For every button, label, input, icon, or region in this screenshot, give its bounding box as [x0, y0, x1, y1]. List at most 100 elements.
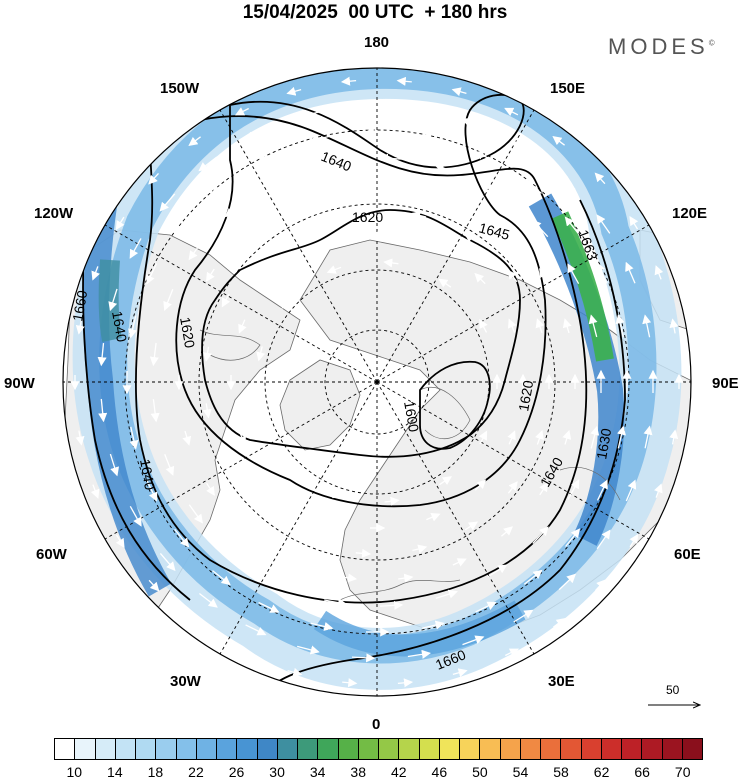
- wind-vector: [91, 266, 100, 281]
- wind-vector: [669, 429, 679, 445]
- wind-vector: [535, 318, 545, 334]
- wind-vector: [452, 668, 468, 678]
- wind-vector: [281, 296, 293, 309]
- lon-label-150e: 150E: [550, 80, 586, 97]
- colorbar-swatch: [642, 739, 663, 759]
- wind-vector: [565, 528, 581, 547]
- graticule: [63, 68, 691, 696]
- lon-label-60e: 60E: [674, 546, 701, 563]
- wind-vector: [225, 547, 244, 563]
- wind-vector: [474, 151, 496, 163]
- wind-vector: [182, 430, 192, 446]
- wind-vector: [596, 214, 611, 234]
- wind-vector: [199, 592, 218, 608]
- wind-vector: [504, 107, 519, 117]
- colorbar-swatch: [338, 739, 359, 759]
- wind-vector: [420, 133, 444, 142]
- colorbar-swatch: [95, 739, 116, 759]
- wind-vector: [629, 533, 639, 548]
- wind-vector: [301, 535, 316, 544]
- wind-vector: [595, 579, 606, 592]
- wind-vector: [258, 601, 280, 613]
- wind-vector: [244, 128, 266, 140]
- wind-vector: [532, 526, 549, 544]
- wind-vector: [205, 268, 215, 282]
- colorbar-swatch: [176, 739, 197, 759]
- greenland: [279, 359, 361, 451]
- wind-vector: [241, 526, 254, 538]
- colorbar-swatch: [136, 739, 157, 759]
- wind-vector: [90, 484, 100, 499]
- wind-vector: [523, 178, 542, 194]
- wind-vector: [588, 314, 598, 338]
- wind-vectors: [70, 76, 684, 688]
- wind-vector: [478, 430, 488, 445]
- wind-vector: [310, 622, 334, 631]
- colorbar-swatch: [358, 739, 379, 759]
- wind-vector: [451, 198, 466, 207]
- wind-vector: [500, 226, 513, 238]
- wind-vector: [268, 479, 280, 492]
- lon-label-30e: 30E: [548, 673, 575, 690]
- wind-vector: [188, 136, 201, 146]
- wind-vector: [235, 647, 250, 657]
- wind-vector: [596, 529, 611, 550]
- wind-vector: [288, 557, 303, 566]
- wind-vector: [163, 289, 174, 312]
- wind-vector: [148, 579, 160, 592]
- wind-vector: [596, 262, 608, 284]
- wind-vector: [435, 589, 458, 600]
- wind-vector: [479, 318, 488, 333]
- wind-vector: [224, 201, 244, 218]
- wind-vector: [558, 173, 576, 190]
- colorbar-swatch: [419, 739, 440, 759]
- wind-vector: [150, 399, 160, 423]
- map-title: 15/04/2025 00 UTC + 180 hrs: [242, 2, 508, 23]
- contour-label: 1640: [109, 310, 130, 344]
- wind-vector: [241, 227, 254, 238]
- colorbar-tick-label: 34: [309, 764, 326, 780]
- wind-vector: [202, 403, 212, 419]
- wind-vector: [297, 645, 320, 655]
- wind-vector: [669, 318, 679, 334]
- wind-vector: [313, 242, 328, 251]
- contour-label-group: 1640 1620 1645 1663 1660 1640 1620 1600 …: [69, 148, 614, 673]
- wind-vector: [109, 453, 120, 477]
- wind-vector: [596, 479, 608, 501]
- wind-vector: [398, 573, 414, 583]
- wind-vector: [351, 653, 376, 663]
- wind-vector: [539, 482, 549, 496]
- wind-vector: [378, 153, 403, 163]
- wind-vector: [221, 457, 230, 472]
- wind-vector: [148, 172, 159, 185]
- colorbar-swatch: [156, 739, 177, 759]
- colorbar-swatch: [460, 739, 481, 759]
- wind-vector: [452, 558, 467, 567]
- wind-vector: [523, 569, 543, 585]
- colorbar-tick-label: 14: [107, 764, 123, 780]
- lon-label-90e: 90E: [712, 375, 739, 392]
- wind-vector: [340, 181, 356, 191]
- contour-label: 1630: [593, 427, 614, 461]
- colorbar-tick-label: 58: [553, 764, 569, 780]
- colorbar-labels: 10 14 18 22 26 30 34 38 42 46 50 54 58 62 66 70: [54, 764, 703, 782]
- wind-vector: [507, 430, 516, 445]
- colorbar-tick-label: 26: [228, 764, 245, 780]
- wind-vector: [354, 206, 370, 216]
- wind-vector: [115, 216, 125, 231]
- wind-vector: [159, 193, 176, 212]
- coastlines: [199, 329, 621, 601]
- wind-vector: [643, 425, 653, 449]
- wind-vector: [202, 346, 212, 362]
- wind-vector: [567, 479, 580, 500]
- wind-vector: [159, 552, 176, 572]
- wind-vector: [507, 269, 518, 283]
- colorbar-tick-label: 46: [431, 764, 448, 780]
- wind-vector: [567, 263, 580, 285]
- wind-vector: [128, 315, 137, 339]
- copyright-mark: ©: [708, 38, 715, 48]
- wind-vector: [174, 528, 190, 548]
- wind-vector: [326, 265, 342, 274]
- wind-vector: [412, 544, 428, 554]
- wind-vector: [505, 648, 520, 657]
